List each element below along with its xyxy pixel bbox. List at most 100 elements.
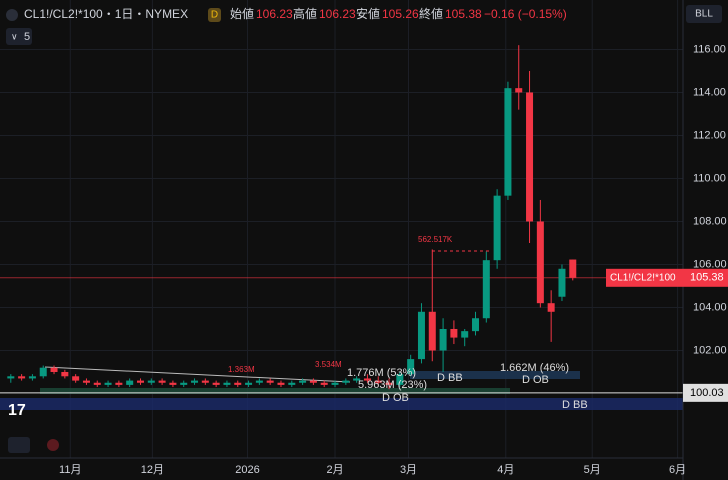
ohlc-value: 106.23 — [319, 7, 356, 21]
ohlc-value: 105.38 — [445, 7, 482, 21]
candle-body — [558, 268, 566, 297]
y-tick-label: 114.00 — [693, 86, 726, 98]
price-tag-value: 105.38 — [690, 272, 724, 284]
badge: D — [211, 10, 218, 21]
candle-body — [212, 382, 220, 385]
candle-body — [191, 380, 199, 383]
candle-body — [234, 382, 242, 385]
x-tick-label: 5月 — [584, 464, 601, 476]
candle-body — [201, 380, 209, 383]
plot-area: 562.517K 1.363M 3.534M 1.776M (53%) 1.662M (… — [0, 0, 683, 458]
candle-body — [450, 328, 458, 338]
ohlc-label: 高値 — [293, 6, 317, 21]
candle-body — [363, 378, 371, 381]
candle-body — [342, 380, 350, 383]
candle-body — [353, 378, 361, 381]
ohlc-value: 105.26 — [382, 7, 419, 21]
candle-body — [547, 303, 555, 312]
candle-body — [407, 359, 415, 375]
chevron: ∨ — [11, 31, 18, 41]
candle-body — [158, 380, 166, 383]
candle-body — [428, 311, 436, 351]
annotation: 1.363M — [228, 365, 255, 374]
candle-body — [72, 376, 80, 381]
candle-body — [115, 382, 123, 385]
candle-body — [526, 92, 534, 222]
candle-body — [374, 380, 382, 383]
candle-body — [385, 382, 393, 385]
badge-bg — [208, 8, 221, 22]
x-tick-label: 2026 — [235, 464, 259, 476]
y-tick-label: 104.00 — [693, 301, 727, 313]
x-tick-label: 12月 — [141, 464, 164, 476]
trend-line — [44, 366, 351, 383]
candle-body — [288, 382, 296, 385]
candle-body — [50, 367, 58, 372]
annotation: D BB — [562, 399, 588, 411]
y-tick-label: 116.00 — [693, 43, 726, 55]
symbol-icon[interactable] — [6, 9, 18, 21]
scale-button[interactable] — [686, 5, 722, 23]
zone — [0, 398, 683, 410]
candle-body — [417, 311, 425, 360]
candle-body — [504, 88, 512, 196]
ohlc-label: 安値 — [356, 6, 380, 21]
candle-body — [39, 367, 47, 377]
ohlc-label: 終値 — [419, 6, 443, 21]
change: −0.16 (−0.15%) — [484, 7, 567, 21]
zone — [410, 371, 580, 379]
candle-body — [299, 380, 307, 383]
candle-body — [255, 380, 263, 383]
candle-body — [147, 380, 155, 383]
candle-body — [82, 380, 90, 383]
candle-body — [472, 318, 480, 332]
y-tick-label: 108.00 — [693, 215, 727, 227]
candle-body — [126, 380, 134, 385]
collapse-button[interactable] — [6, 28, 32, 45]
x-tick-label: 6月 — [669, 464, 686, 476]
annotation: 1.776M (53%) — [347, 367, 416, 379]
candle-body — [493, 195, 501, 261]
candle-body — [266, 380, 274, 383]
annotation: D BB — [437, 372, 463, 384]
candle-body — [569, 259, 577, 278]
scale-label[interactable]: BLL — [695, 9, 713, 20]
candle-body — [104, 382, 112, 385]
zone — [40, 388, 510, 394]
candle-body — [136, 380, 144, 383]
ohlc-label: 始値 — [230, 6, 254, 21]
candle-body — [28, 376, 36, 379]
candle-body — [169, 382, 177, 385]
x-tick-label: 2月 — [326, 464, 343, 476]
alert-icon[interactable] — [47, 439, 59, 451]
toggle-button[interactable] — [8, 437, 30, 453]
annotation: 5.963M (23%) — [358, 379, 427, 391]
candle-body — [277, 382, 285, 385]
price-tag-value: 100.03 — [690, 387, 724, 399]
logo: 17 — [8, 402, 26, 419]
candle-body — [245, 382, 253, 385]
annotation: 3.534M — [315, 360, 342, 369]
annotation: 1.662M (46%) — [500, 362, 569, 374]
price-tag — [683, 268, 728, 287]
price-tag — [683, 383, 728, 402]
price-tag-name: CL1!/CL2!*100 — [610, 272, 676, 283]
annotation: D OB — [522, 374, 549, 386]
candle-body — [482, 260, 490, 319]
candle-body — [461, 331, 469, 338]
symbol[interactable]: CL1!/CL2!*100・1日・NYMEX — [24, 7, 188, 21]
interval-count[interactable]: 5 — [24, 31, 30, 43]
annotation: 562.517K — [418, 235, 453, 244]
candle-body — [515, 88, 523, 93]
candle-body — [18, 376, 26, 379]
y-tick-label: 102.00 — [693, 344, 727, 356]
candle-body — [320, 382, 328, 385]
candle-body — [331, 382, 339, 385]
y-tick-label: 106.00 — [693, 258, 727, 270]
candle-body — [7, 376, 15, 379]
candle-body — [396, 374, 404, 385]
candle-body — [536, 221, 544, 304]
candle-body — [223, 382, 231, 385]
x-tick-label: 3月 — [400, 464, 417, 476]
candle-body — [93, 382, 101, 385]
